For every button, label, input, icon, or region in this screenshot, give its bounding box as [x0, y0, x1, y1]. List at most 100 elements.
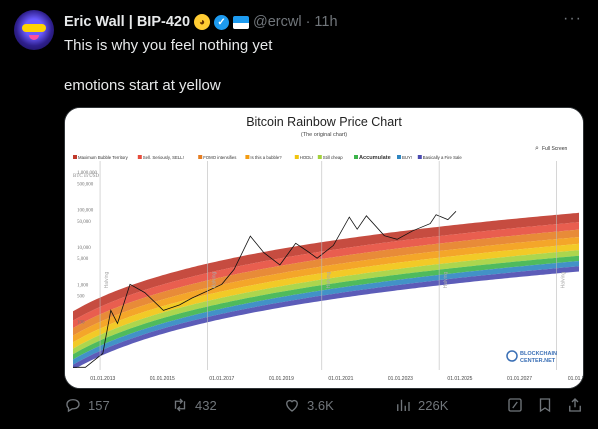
- x-tick-label: 01.01.2013: [90, 376, 115, 382]
- blockchain-center-logo-icon: [506, 350, 518, 362]
- chart-title: Bitcoin Rainbow Price Chart: [246, 115, 402, 129]
- legend-label: Basically a Fire Sale: [423, 155, 463, 160]
- tweet-line-1: This is why you feel nothing yet: [64, 37, 273, 54]
- y-tick-label: 50,000: [77, 220, 91, 225]
- magnifier-icon: ⌕: [535, 144, 539, 152]
- x-tick-label: 01.01.2015: [150, 376, 175, 382]
- tweet-line-2: emotions start at yellow: [64, 77, 221, 94]
- legend-label: FOMO intensifies: [203, 155, 236, 160]
- plot-area: [73, 211, 579, 368]
- rainbow-chart: Bitcoin Rainbow Price Chart (The origina…: [65, 108, 583, 388]
- legend-swatch: [417, 155, 422, 159]
- avatar-eyes: [22, 24, 46, 32]
- like-count: 3.6K: [307, 397, 334, 413]
- rainbow-band: [73, 243, 579, 349]
- legend-swatch: [245, 155, 250, 159]
- legend-label: HODL!: [300, 155, 313, 160]
- bookmark-button[interactable]: [536, 396, 554, 414]
- halving-label: Halving: [443, 271, 449, 288]
- legend-swatch: [198, 155, 203, 159]
- legend-item[interactable]: Sell. Seriously, SELL!: [137, 155, 184, 160]
- grok-button[interactable]: [506, 396, 524, 414]
- legend-swatch: [317, 155, 322, 159]
- rainbow-band: [73, 222, 579, 329]
- halving-label: Halving: [104, 271, 110, 288]
- separator-dot: ·: [305, 14, 311, 30]
- repost-icon: [174, 398, 186, 412]
- cat-face-icon: ◕: [194, 14, 211, 30]
- y-tick-label: 100: [77, 321, 85, 326]
- chart-subtitle: (The original chart): [301, 132, 347, 138]
- legend-label: Is this a bubble?: [250, 155, 282, 160]
- action-bar: 157 432 3.6K 226K: [64, 396, 584, 420]
- x-tick-label: 01.01.2021: [328, 376, 353, 382]
- avatar-mouth: [29, 35, 39, 40]
- halving-label: Halving: [561, 271, 567, 288]
- halving-label: Halving: [326, 271, 332, 288]
- bookmark-icon: [539, 398, 551, 413]
- x-tick-label: 01.01.2027: [507, 376, 532, 382]
- views-icon: [397, 399, 410, 411]
- watermark-line-1: BLOCKCHAIN: [520, 351, 557, 357]
- legend-item[interactable]: Is this a bubble?: [245, 155, 282, 160]
- full-screen-button[interactable]: ⌕ Full Screen: [535, 144, 568, 152]
- watermark: BLOCKCHAIN CENTER.NET: [506, 350, 557, 364]
- y-tick-label: 500,000: [77, 182, 94, 187]
- chart-axes: Halving Halving Halving Halving Halving 1,000…: [77, 161, 583, 382]
- legend-swatch: [73, 155, 77, 159]
- share-button[interactable]: [566, 396, 584, 414]
- legend-item[interactable]: Still cheap: [317, 155, 343, 160]
- legend-item[interactable]: Accumulate: [354, 155, 391, 161]
- legend-label: Accumulate: [359, 155, 391, 161]
- timestamp[interactable]: 11h: [314, 14, 338, 30]
- tweet-header: Eric Wall | BIP-420 ◕ ✓ @ercwl · 11h: [64, 12, 338, 32]
- x-tick-label: 01.01.2023: [388, 376, 413, 382]
- views-button[interactable]: 226K: [394, 396, 448, 414]
- views-count: 226K: [418, 397, 449, 413]
- reply-count: 157: [88, 397, 110, 413]
- grok-icon: [508, 398, 522, 412]
- y-axis-unit: BTC in USD: [73, 174, 100, 179]
- legend-item[interactable]: HODL!: [294, 155, 313, 160]
- avatar[interactable]: [14, 10, 54, 50]
- like-button[interactable]: 3.6K: [283, 396, 334, 414]
- legend-label: Maximum Bubble Territory: [78, 155, 129, 160]
- legend-item[interactable]: Basically a Fire Sale: [417, 155, 463, 160]
- tweet-text: This is why you feel nothing yet emotion…: [64, 36, 584, 96]
- chart-legend: Maximum Bubble Territory Sell. Seriously,…: [73, 155, 462, 161]
- repost-button[interactable]: 432: [171, 396, 217, 414]
- share-icon: [569, 398, 581, 412]
- legend-label: Still cheap: [323, 155, 343, 160]
- legend-item[interactable]: FOMO intensifies: [198, 155, 236, 160]
- rainbow-band: [73, 229, 579, 336]
- reply-button[interactable]: 157: [64, 396, 110, 414]
- author-name[interactable]: Eric Wall | BIP-420: [64, 14, 191, 30]
- legend-swatch: [294, 155, 299, 159]
- y-tick-label: 5,000: [77, 257, 89, 262]
- y-tick-label: 1,000,000: [77, 171, 98, 176]
- verified-icon[interactable]: ✓: [214, 14, 230, 30]
- more-options-icon[interactable]: ···: [563, 10, 582, 27]
- watermark-line-2: CENTER.NET: [520, 358, 556, 364]
- reply-icon: [66, 399, 80, 413]
- author-handle[interactable]: @ercwl: [253, 14, 302, 30]
- legend-item[interactable]: BUY!: [397, 155, 412, 160]
- legend-swatch: [137, 155, 142, 159]
- legend-label: BUY!: [402, 155, 412, 160]
- legend-swatch: [397, 155, 401, 159]
- legend-label: Sell. Seriously, SELL!: [143, 155, 184, 160]
- y-tick-label: 500: [77, 295, 85, 300]
- rainbow-band: [73, 237, 579, 343]
- legend-item[interactable]: Maximum Bubble Territory: [73, 155, 129, 160]
- x-tick-label: 01.01.205: [568, 376, 583, 382]
- rainbow-band: [73, 212, 579, 321]
- x-tick-label: 01.01.2019: [269, 376, 294, 382]
- affiliate-badge-icon[interactable]: [233, 15, 250, 29]
- legend-swatch: [354, 155, 358, 159]
- repost-count: 432: [195, 397, 217, 413]
- heart-icon: [286, 399, 298, 412]
- tweet-image[interactable]: Bitcoin Rainbow Price Chart (The origina…: [64, 107, 584, 389]
- y-tick-label: 1,000: [77, 283, 89, 288]
- price-line: [73, 211, 457, 368]
